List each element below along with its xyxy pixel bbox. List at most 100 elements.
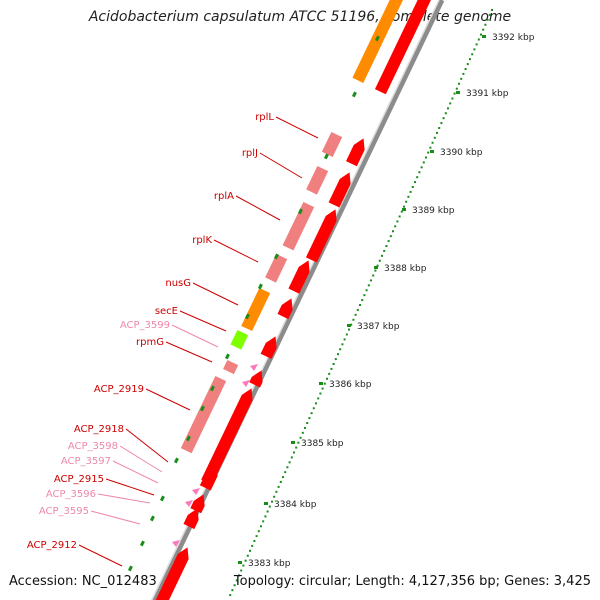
ruler-dot (246, 554, 249, 557)
gene-label-nusg: nusG (165, 278, 191, 289)
ruler-dot (284, 471, 287, 474)
ruler-dot (290, 456, 293, 459)
map-title: Acidobacterium capsulatum ATCC 51196, co… (88, 9, 512, 25)
gene-reverse-8 (180, 375, 227, 454)
ruler-dot (310, 412, 313, 415)
ruler-dot (440, 122, 443, 125)
ruler-dot (405, 200, 408, 203)
ruler-dot (378, 259, 381, 262)
gene-label-sece: secE (155, 306, 178, 317)
ruler-dot (271, 500, 273, 503)
kbp-ruler: 3392 kbp 3391 kbp 3390 kbp 3389 kbp 3388 kbp… (229, 9, 535, 597)
ruler-dot (425, 156, 427, 159)
ruler-dot (255, 535, 258, 538)
gene-label-acp_3599: ACP_3599 (120, 320, 170, 331)
gene-forward-11 (183, 508, 199, 530)
ruler-major-tick (482, 35, 486, 38)
ruler-dot (361, 299, 364, 302)
gene-reverse-2 (306, 165, 329, 195)
ruler-dot (235, 579, 238, 582)
ruler-dot (438, 127, 441, 129)
ruler-major-tick (238, 561, 242, 564)
ruler-dot (268, 505, 271, 508)
ruler-tick-label: 3388 kbp (384, 264, 427, 274)
gene-pink-2 (192, 488, 200, 495)
ruler-dot (466, 63, 469, 66)
ruler-dot (455, 87, 458, 90)
ruler-tick-label: 3386 kbp (329, 380, 372, 390)
ruler-dot (231, 589, 234, 592)
gene-label-acp_2915: ACP_2915 (54, 474, 104, 485)
gene-reverse-5 (241, 287, 271, 332)
ruler-dot (315, 402, 317, 405)
ruler-dot (477, 38, 480, 41)
ruler-dot (453, 92, 456, 95)
reverse-strand-genes (172, 0, 403, 547)
label-leader-12 (105, 478, 155, 496)
ruler-dot (334, 358, 337, 361)
ruler-dot (429, 146, 432, 149)
ruler-dot (352, 318, 355, 321)
ruler-dot (343, 338, 346, 341)
ruler-dot (301, 431, 304, 434)
ruler-dot (354, 313, 357, 316)
ruler-dot (319, 392, 322, 395)
ruler-dot (396, 220, 399, 223)
ruler-dot (238, 574, 240, 577)
gene-forward-12 (155, 547, 189, 600)
label-leader-8 (145, 388, 191, 411)
ruler-dot (363, 294, 366, 297)
label-leader-9 (125, 428, 169, 463)
ruler-dot (389, 235, 392, 238)
gene-pink-1 (242, 380, 250, 387)
ruler-dot (383, 249, 386, 252)
gene-reverse-6 (230, 329, 249, 350)
gene-reverse-4 (265, 253, 288, 283)
gene-label-rpll: rplL (255, 112, 274, 123)
feature-mark-7 (225, 353, 230, 360)
gene-pink-0 (250, 364, 258, 371)
ruler-dot (418, 171, 421, 174)
ruler-dot (326, 377, 328, 380)
gene-reverse-1 (321, 131, 343, 157)
ruler-dot (304, 426, 306, 429)
ruler-tick-label: 3391 kbp (466, 89, 509, 99)
backbone-highlight (150, 0, 440, 600)
feature-mark-12 (160, 495, 165, 502)
ruler-dot (332, 363, 335, 365)
gene-label-acp_3595: ACP_3595 (39, 506, 89, 517)
label-leader-1 (259, 152, 303, 179)
ruler-dot (356, 308, 359, 311)
ruler-dot (323, 382, 326, 385)
gene-label-rplk: rplK (192, 235, 212, 246)
feature-mark-4 (274, 253, 279, 260)
ruler-dot (376, 264, 379, 267)
forward-strand-genes (155, 0, 431, 600)
feature-mark-0 (375, 35, 380, 42)
ruler-dot (458, 82, 460, 85)
ruler-tick-label: 3384 kbp (274, 500, 317, 510)
gene-reverse-3 (282, 201, 315, 251)
gene-forward-4 (288, 260, 310, 294)
ruler-dot (387, 240, 390, 243)
label-leader-15 (78, 544, 123, 567)
ruler-dot (242, 564, 245, 567)
label-leader-6 (171, 324, 219, 348)
ruler-dot (473, 48, 476, 51)
ruler-dot (471, 53, 474, 56)
ruler-dot (257, 530, 260, 533)
ruler-major-tick (264, 502, 268, 505)
ruler-tick-label: 3387 kbp (357, 322, 400, 332)
feature-mark-3 (298, 208, 303, 215)
ruler-dot (266, 510, 269, 513)
ruler-dot (488, 13, 491, 16)
ruler-dot (422, 161, 425, 164)
ruler-dot (367, 284, 370, 287)
gene-forward-7 (249, 370, 263, 388)
gene-forward-6 (260, 336, 277, 359)
ruler-dot (407, 195, 410, 198)
ruler-tick-label: 3392 kbp (492, 33, 535, 43)
ruler-dot (249, 549, 251, 552)
label-leader-2 (235, 195, 281, 221)
label-leader-5 (179, 310, 227, 332)
